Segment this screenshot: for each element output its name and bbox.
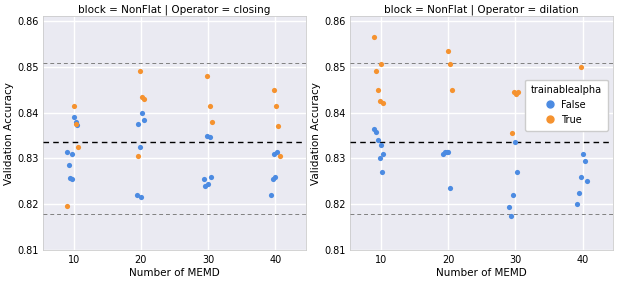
Y-axis label: Validation Accuracy: Validation Accuracy: [312, 82, 321, 185]
Title: block = NonFlat | Operator = dilation: block = NonFlat | Operator = dilation: [384, 4, 579, 15]
Point: [511, 92, 521, 96]
Point: [581, 158, 590, 163]
Point: [137, 110, 147, 115]
Point: [371, 69, 381, 74]
Point: [504, 204, 514, 209]
Point: [69, 115, 79, 120]
Point: [201, 184, 210, 188]
Point: [443, 149, 453, 154]
Point: [578, 152, 588, 156]
Point: [443, 49, 453, 53]
Point: [135, 145, 144, 149]
Point: [578, 92, 588, 96]
Point: [132, 193, 142, 197]
Point: [205, 135, 215, 140]
Point: [376, 62, 386, 67]
Point: [137, 94, 147, 99]
Point: [378, 152, 388, 156]
Point: [207, 120, 217, 124]
Point: [270, 175, 280, 179]
Point: [513, 90, 523, 94]
Point: [376, 142, 386, 147]
Y-axis label: Validation Accuracy: Validation Accuracy: [4, 82, 14, 185]
Point: [574, 191, 584, 195]
Point: [581, 103, 590, 108]
Point: [62, 204, 72, 208]
Point: [373, 138, 383, 142]
Point: [67, 177, 77, 181]
Point: [139, 97, 149, 101]
Point: [73, 145, 83, 149]
Point: [272, 149, 282, 154]
Point: [438, 152, 448, 156]
Point: [203, 181, 213, 186]
Point: [202, 133, 212, 138]
Point: [447, 87, 457, 92]
Point: [509, 90, 519, 94]
Point: [133, 154, 143, 158]
Point: [576, 175, 586, 179]
Point: [135, 69, 144, 74]
Point: [271, 103, 281, 108]
Point: [136, 195, 146, 200]
Point: [275, 154, 285, 158]
Point: [371, 130, 381, 134]
Point: [62, 149, 72, 154]
Point: [71, 122, 81, 126]
Point: [139, 117, 149, 122]
Point: [377, 170, 387, 175]
X-axis label: Number of MEMD: Number of MEMD: [129, 268, 220, 278]
Point: [199, 177, 209, 181]
Point: [445, 186, 455, 191]
X-axis label: Number of MEMD: Number of MEMD: [436, 268, 527, 278]
Point: [572, 202, 582, 207]
Point: [65, 175, 75, 180]
Point: [71, 120, 81, 124]
Point: [507, 131, 517, 136]
Point: [378, 101, 387, 106]
Point: [576, 65, 586, 69]
Point: [512, 170, 522, 175]
Point: [133, 122, 143, 126]
Point: [206, 175, 216, 179]
Point: [68, 103, 78, 108]
Point: [273, 124, 283, 129]
Point: [64, 163, 74, 168]
Point: [67, 152, 77, 156]
Point: [445, 62, 455, 67]
Point: [375, 99, 385, 103]
Point: [72, 122, 82, 127]
Point: [369, 35, 379, 39]
Title: block = NonFlat | Operator = closing: block = NonFlat | Operator = closing: [78, 4, 271, 15]
Point: [267, 193, 276, 197]
Point: [369, 126, 379, 131]
Point: [508, 193, 518, 197]
Point: [507, 213, 516, 218]
Point: [375, 156, 385, 161]
Point: [582, 179, 592, 184]
Point: [441, 149, 450, 154]
Point: [373, 87, 383, 92]
Legend: False, True: False, True: [525, 80, 608, 131]
Point: [269, 152, 279, 156]
Point: [268, 177, 278, 181]
Point: [205, 103, 215, 108]
Point: [442, 149, 452, 154]
Point: [510, 140, 520, 145]
Point: [202, 74, 212, 78]
Point: [269, 87, 279, 92]
